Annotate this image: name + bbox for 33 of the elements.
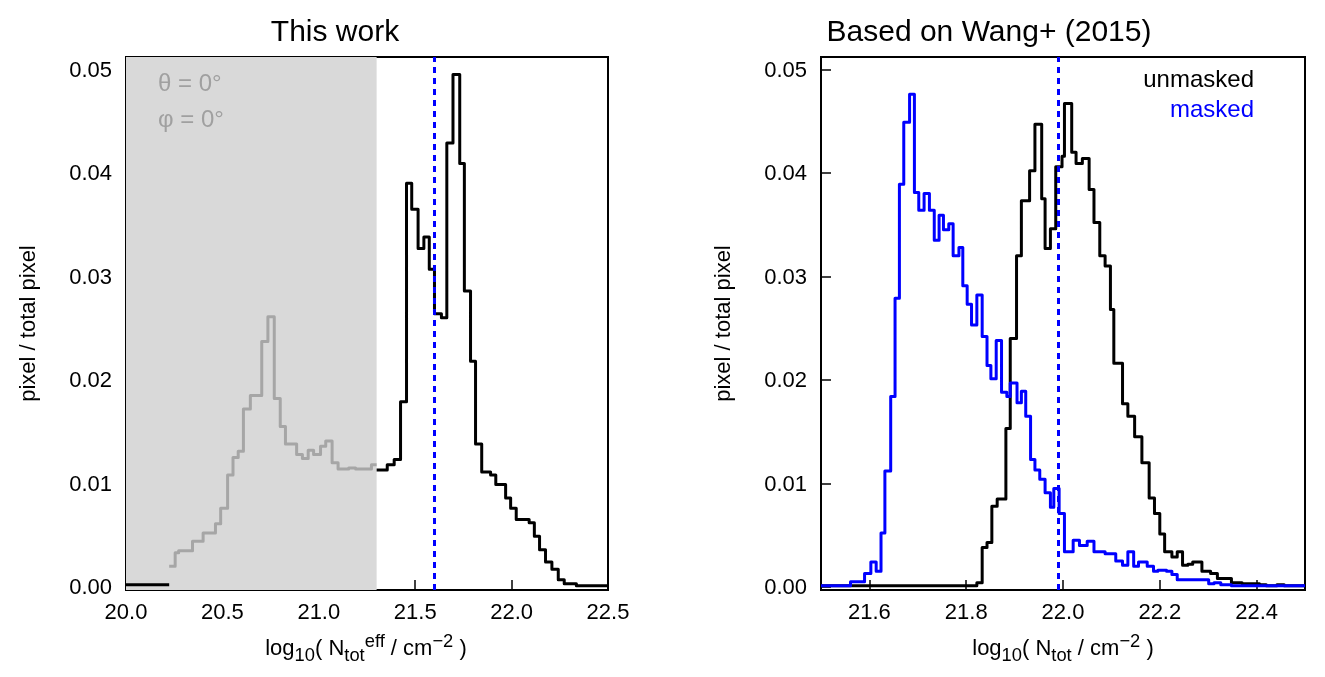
annotation: φ = 0° (158, 104, 224, 132)
x-tick-label: 22.0 (490, 598, 534, 624)
x-tick-label: 21.5 (393, 598, 437, 624)
y-tick-label: 0.04 (69, 160, 112, 186)
x-axis-title: log$_{10}$( N$_{tot}$$^{eff}$ / cm$^{−2}$ ) (264, 629, 468, 667)
text: masked (1169, 94, 1255, 122)
y-tick-label: 0.05 (764, 56, 807, 82)
text: unmasked (1143, 64, 1254, 92)
x-axis-title: log$_{10}$( N$_{tot}$ / cm$^{−2}$ ) (971, 629, 1155, 667)
chart-title: This work (270, 13, 401, 47)
x-tick-label: 22.2 (1138, 598, 1182, 624)
x-tick-label: 21.8 (944, 598, 988, 624)
y-tick-label: 0.02 (69, 367, 112, 393)
annotation: θ = 0° (158, 68, 222, 96)
x-tick-label: 22.4 (1235, 598, 1279, 624)
x-tick-label: 20.5 (200, 598, 244, 624)
chart-title: Based on Wang+ (2015) (826, 13, 1152, 47)
y-tick-label: 0.02 (764, 367, 807, 393)
y-tick-label: 0.01 (764, 470, 807, 496)
y-axis-title: pixel / total pixel (709, 245, 735, 402)
y-tick-label: 0.03 (69, 263, 112, 289)
y-tick-label: 0.05 (69, 56, 112, 82)
y-tick-label: 0.00 (764, 574, 807, 600)
y-tick-label: 0.03 (764, 263, 807, 289)
x-tick-label: 22.5 (586, 598, 630, 624)
x-tick-label: 21.0 (297, 598, 341, 624)
x-tick-label: 21.6 (847, 598, 891, 624)
y-axis-title: pixel / total pixel (14, 245, 40, 402)
y-tick-label: 0.00 (69, 574, 112, 600)
x-tick-label: 20.0 (104, 598, 148, 624)
y-tick-label: 0.04 (764, 160, 807, 186)
y-tick-label: 0.01 (69, 470, 112, 496)
x-tick-label: 22.0 (1041, 598, 1085, 624)
